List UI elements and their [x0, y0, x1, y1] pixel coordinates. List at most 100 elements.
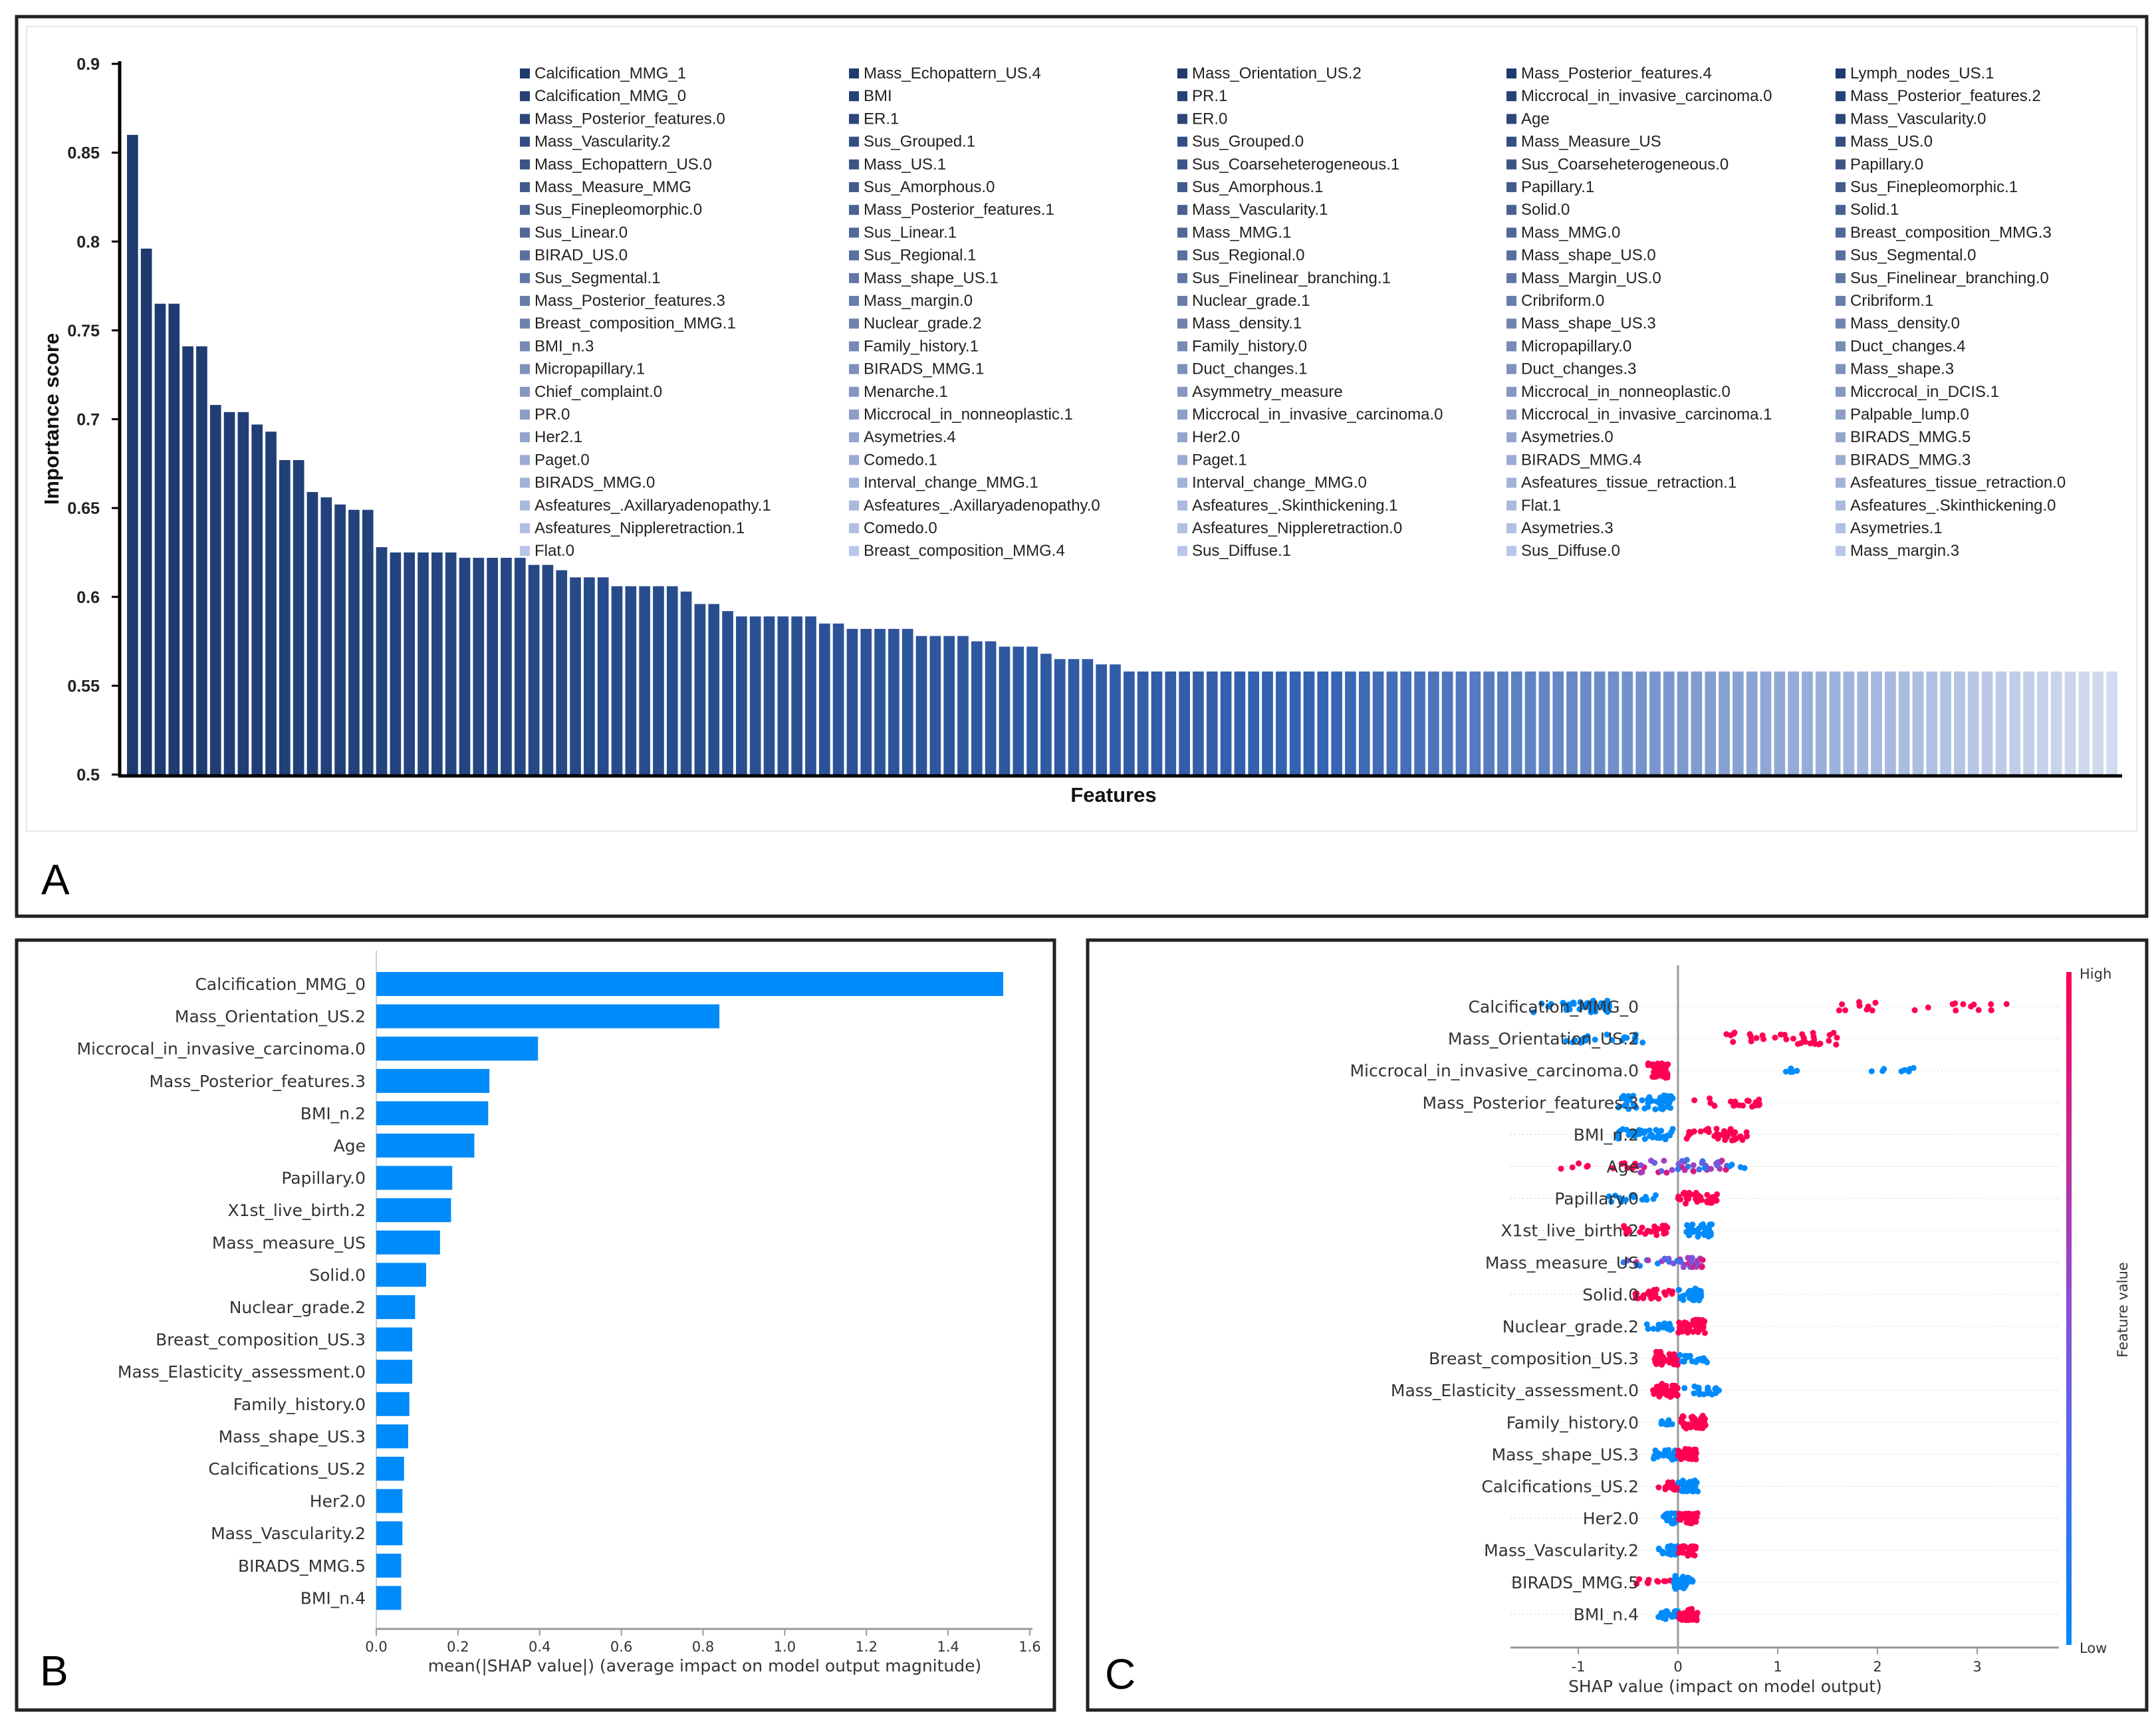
bar — [1621, 671, 1633, 775]
bar — [1137, 671, 1149, 775]
legend-swatch — [849, 273, 859, 283]
legend-label: Mass_MMG.1 — [1192, 223, 1291, 241]
shap-point — [1655, 1326, 1661, 1332]
category-label: Mass_measure_US — [212, 1233, 366, 1253]
feature-label: Nuclear_grade.2 — [1502, 1317, 1639, 1336]
bar — [611, 586, 623, 775]
bar — [2037, 671, 2048, 775]
y-tick-label: 0.5 — [76, 766, 100, 785]
shap-point — [1663, 1170, 1670, 1176]
shap-point — [1645, 1289, 1652, 1295]
legend-label: Sus_Amorphous.1 — [1192, 178, 1323, 196]
bar — [1733, 671, 1744, 775]
category-label: Breast_composition_US.3 — [156, 1330, 366, 1350]
legend-swatch — [1177, 455, 1187, 465]
bar — [1566, 671, 1578, 775]
category-label: Mass_Orientation_US.2 — [175, 1007, 366, 1027]
bar — [2092, 671, 2104, 775]
bar — [1926, 671, 1938, 775]
shap-point — [1667, 1394, 1674, 1400]
x-tick-label: 0 — [1673, 1659, 1682, 1675]
legend-label: Sus_Amorphous.0 — [864, 178, 995, 196]
legend-swatch — [1836, 273, 1846, 283]
shap-point — [1683, 1200, 1689, 1207]
bar — [888, 628, 899, 775]
bar — [915, 636, 927, 775]
shap-point — [1632, 1291, 1639, 1297]
bar — [376, 1230, 440, 1255]
shap-point — [1658, 1322, 1665, 1328]
bars — [127, 134, 2117, 775]
shap-point — [1699, 1264, 1705, 1271]
legend-label: Asfeatures_Nippleretraction.0 — [1192, 519, 1402, 537]
legend-swatch — [1177, 136, 1187, 147]
legend-label: Mass_Vascularity.1 — [1192, 201, 1328, 219]
legend: Calcification_MMG_1 Calcification_MMG_0 Ma… — [520, 64, 2066, 560]
shap-point — [1661, 1062, 1667, 1068]
shap-point — [1753, 1035, 1760, 1041]
feature-label: Calcification_MMG_0 — [1468, 997, 1639, 1017]
shap-point — [1592, 1037, 1598, 1043]
shap-point — [1709, 1221, 1715, 1227]
bar — [501, 557, 512, 775]
bar — [1885, 671, 1896, 775]
shap-point — [1727, 1098, 1734, 1105]
bar — [2078, 671, 2090, 775]
shap-point — [1777, 1031, 1784, 1038]
shap-point — [1649, 1062, 1656, 1068]
shap-point — [1839, 1001, 1846, 1008]
bar — [168, 303, 180, 775]
bar — [860, 628, 872, 775]
bar — [1040, 654, 1052, 775]
shap-point — [1701, 1230, 1707, 1237]
legend-label: Solid.1 — [1850, 201, 1899, 219]
shap-point — [1727, 1032, 1734, 1039]
x-axis-label: mean(|SHAP value|) (average impact on mo… — [428, 1656, 982, 1675]
shap-point — [1686, 1610, 1693, 1616]
shap-point — [1826, 1037, 1832, 1044]
shap-point — [1650, 1325, 1657, 1332]
shap-point — [1643, 1321, 1650, 1328]
shap-point — [1538, 1000, 1545, 1007]
legend-swatch — [520, 136, 530, 147]
x-tick-label: 2 — [1873, 1659, 1881, 1675]
legend-label: Asfeatures_tissue_retraction.0 — [1850, 474, 2066, 492]
shap-point — [1563, 1038, 1570, 1045]
legend-label: Asymetries.4 — [864, 428, 956, 446]
shap-point — [1794, 1041, 1801, 1047]
shap-point — [1658, 1421, 1665, 1427]
shap-point — [1658, 1168, 1665, 1174]
legend-label: Her2.0 — [1192, 428, 1240, 446]
bar — [1193, 671, 1204, 775]
legend-label: Chief_complaint.0 — [535, 383, 662, 401]
feature-label: Mass_Vascularity.2 — [1484, 1541, 1639, 1560]
shap-point — [1729, 1162, 1735, 1168]
shap-point — [1856, 999, 1862, 1005]
bar — [1940, 671, 1952, 775]
shap-point — [1699, 1223, 1706, 1229]
shap-point — [1790, 1035, 1796, 1042]
shap-point — [1905, 1068, 1912, 1075]
shap-point — [1681, 1511, 1688, 1518]
category-label: Solid.0 — [309, 1265, 366, 1285]
legend-label: Mass_Vascularity.0 — [1850, 110, 1986, 128]
shap-point — [1680, 1264, 1687, 1271]
legend-swatch — [849, 546, 859, 556]
shap-point — [1673, 1385, 1680, 1392]
shap-point — [1623, 1196, 1629, 1203]
shap-point — [1650, 1387, 1657, 1394]
legend-label: Sus_Coarseheterogeneous.1 — [1192, 156, 1399, 174]
shap-point — [1872, 999, 1879, 1006]
legend-swatch — [1506, 432, 1516, 443]
legend-swatch — [520, 386, 530, 397]
legend-swatch — [1177, 432, 1187, 443]
legend-swatch — [849, 410, 859, 420]
bar — [1220, 671, 1232, 775]
legend-label: Mass_Measure_US — [1521, 133, 1661, 151]
shap-point — [1615, 1104, 1621, 1111]
legend-swatch — [1836, 91, 1846, 102]
shap-point — [1675, 1166, 1681, 1172]
shap-point — [1807, 1040, 1814, 1047]
bar — [1345, 671, 1356, 775]
shap-point — [1659, 1073, 1666, 1080]
